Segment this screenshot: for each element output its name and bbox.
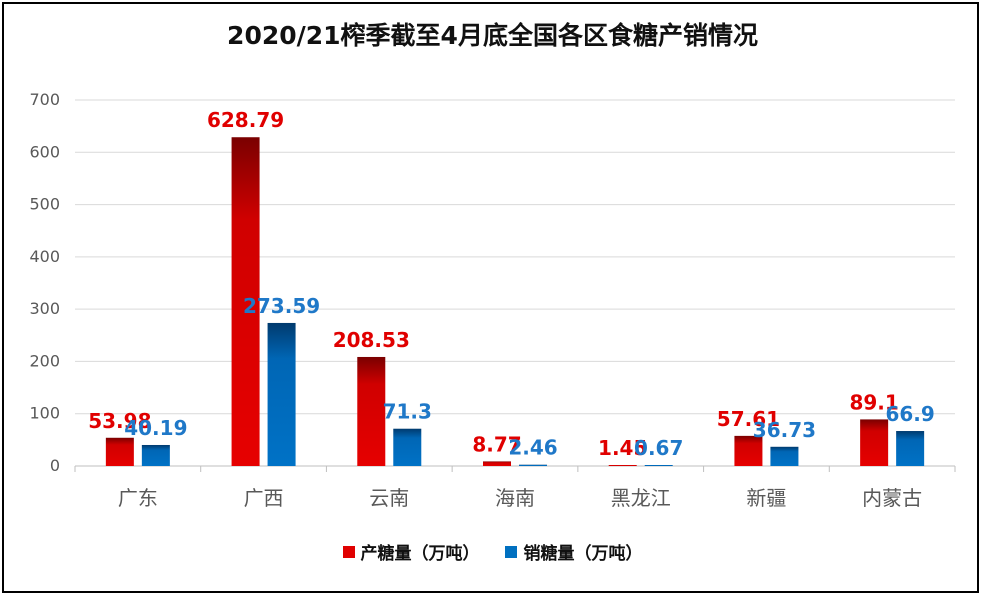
legend-swatch-blue: [505, 545, 518, 558]
bar-production: [608, 465, 637, 466]
x-tick-label: 内蒙古: [862, 486, 922, 510]
bar-sales: [770, 446, 799, 466]
bars: [105, 137, 925, 466]
data-label: 8.77: [472, 432, 521, 456]
gridlines: [75, 99, 955, 467]
bar-sales: [644, 465, 673, 466]
data-label: 208.53: [333, 328, 410, 352]
y-tick-label: 100: [29, 404, 60, 423]
y-tick-label: 300: [29, 299, 60, 318]
legend-label-sales: 销糖量（万吨）: [523, 544, 643, 564]
x-axis: 广东 广西 云南 海南 黑龙江 新疆 内蒙古: [118, 486, 922, 510]
data-label: 628.79: [207, 108, 284, 132]
bar-production: [357, 356, 386, 466]
y-tick-label: 600: [29, 142, 60, 161]
bar-sales: [141, 444, 170, 466]
data-label: 0.67: [634, 436, 683, 460]
bar-sales: [896, 431, 925, 466]
x-tick-label: 海南: [495, 486, 535, 510]
data-label: 53.98: [88, 409, 151, 433]
x-tick-label: 广东: [118, 486, 158, 510]
bar-production: [483, 461, 511, 466]
x-tick-label: 新疆: [746, 486, 786, 510]
legend: 产糖量（万吨） 销糖量（万吨）: [0, 539, 985, 564]
bar-production: [860, 419, 889, 466]
data-label: 36.73: [753, 418, 816, 442]
legend-label-production: 产糖量（万吨）: [360, 544, 480, 564]
y-tick-label: 700: [29, 90, 60, 109]
y-axis: 0 100 200 300 400 500 600 700: [29, 90, 956, 475]
data-label: 273.59: [243, 294, 320, 318]
legend-item-sales: 销糖量（万吨）: [505, 539, 642, 564]
bar-production: [105, 437, 134, 466]
data-label: 71.3: [383, 400, 432, 424]
data-label: 57.61: [717, 407, 780, 431]
data-label: 40.19: [124, 416, 187, 440]
legend-item-production: 产糖量（万吨）: [342, 539, 480, 564]
y-tick-label: 0: [50, 456, 60, 475]
x-tick-label: 广西: [244, 486, 284, 510]
y-tick-label: 200: [29, 351, 60, 370]
bar-sales: [267, 322, 296, 466]
bar-production: [734, 435, 763, 466]
y-tick-label: 500: [29, 195, 60, 214]
y-tick-label: 400: [29, 247, 60, 266]
data-label: 1.45: [598, 436, 647, 460]
x-tick-label: 黑龙江: [611, 486, 671, 510]
bar-sales: [519, 464, 547, 466]
data-label: 89.1: [849, 390, 898, 414]
chart-title: 2020/21榨季截至4月底全国各区食糖产销情况: [227, 21, 758, 50]
data-label: 66.9: [885, 402, 934, 426]
x-tick-label: 云南: [369, 486, 409, 510]
bar-sales: [393, 428, 422, 466]
bar-production: [231, 137, 260, 466]
legend-swatch-red: [342, 545, 355, 558]
data-label: 2.46: [508, 436, 557, 460]
